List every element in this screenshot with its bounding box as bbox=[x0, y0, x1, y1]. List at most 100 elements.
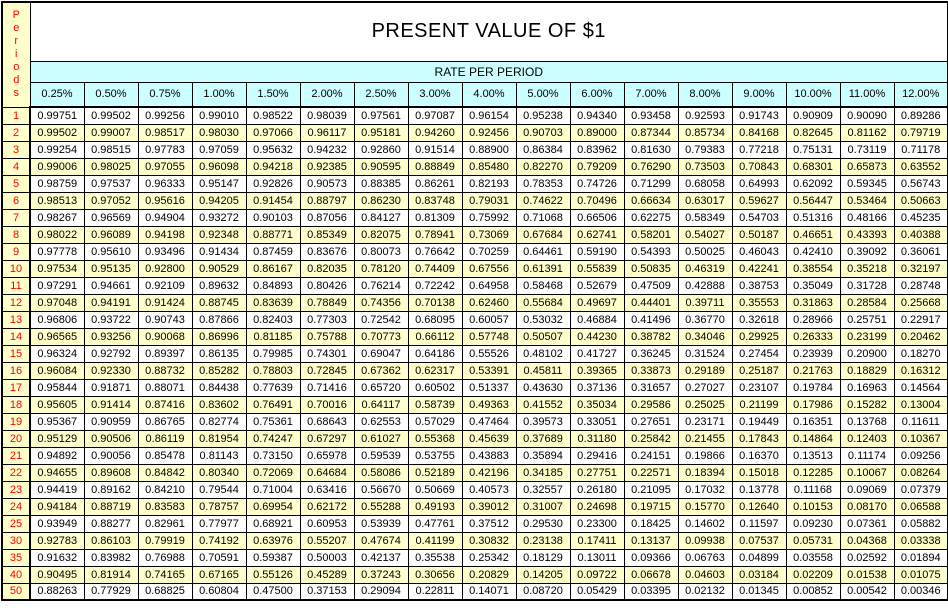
pv-factor-cell: 0.77977 bbox=[191, 514, 247, 533]
pv-factor-cell: 0.82270 bbox=[515, 157, 571, 176]
pv-factor-cell: 0.25025 bbox=[677, 395, 733, 414]
table-row: 15 0.96324 0.92792 0.89397 0.86135 0.79985 0.7… bbox=[1, 344, 948, 363]
period-row-header: 6 bbox=[1, 191, 31, 210]
pv-factor-cell: 0.88385 bbox=[353, 174, 409, 193]
period-row-header: 18 bbox=[1, 395, 31, 414]
rate-column-header: 1.50% bbox=[245, 81, 301, 108]
pv-factor-cell: 0.98022 bbox=[29, 225, 85, 244]
pv-factor-cell: 0.91871 bbox=[83, 378, 139, 397]
pv-factor-cell: 0.33051 bbox=[569, 412, 625, 431]
pv-factor-cell: 0.07361 bbox=[839, 514, 895, 533]
table-row: 40 0.90495 0.81914 0.74165 0.67165 0.55126 0.4… bbox=[1, 565, 948, 584]
pv-factor-cell: 0.88263 bbox=[29, 582, 85, 601]
pv-factor-cell: 0.00346 bbox=[893, 582, 948, 601]
pv-factor-cell: 0.13778 bbox=[731, 480, 787, 499]
pv-factor-cell: 0.74409 bbox=[407, 259, 463, 278]
pv-factor-cell: 0.43630 bbox=[515, 378, 571, 397]
pv-factor-cell: 0.15770 bbox=[677, 497, 733, 516]
pv-factor-cell: 0.23171 bbox=[677, 412, 733, 431]
pv-factor-cell: 0.01075 bbox=[893, 565, 948, 584]
period-row-header: 24 bbox=[1, 497, 31, 516]
pv-factor-cell: 0.57029 bbox=[407, 412, 463, 431]
pv-factor-cell: 0.97055 bbox=[137, 157, 193, 176]
pv-factor-cell: 0.45235 bbox=[893, 208, 948, 227]
pv-factor-cell: 0.17843 bbox=[731, 429, 787, 448]
pv-factor-cell: 0.84127 bbox=[353, 208, 409, 227]
pv-factor-cell: 0.94191 bbox=[83, 293, 139, 312]
pv-factor-cell: 0.35538 bbox=[407, 548, 463, 567]
pv-factor-cell: 0.02592 bbox=[839, 548, 895, 567]
pv-factor-cell: 0.01345 bbox=[731, 582, 787, 601]
pv-factor-cell: 0.37136 bbox=[569, 378, 625, 397]
pv-factor-cell: 0.09069 bbox=[839, 480, 895, 499]
pv-factor-cell: 0.96324 bbox=[29, 344, 85, 363]
pv-factor-cell: 0.55684 bbox=[515, 293, 571, 312]
pv-factor-cell: 0.17032 bbox=[677, 480, 733, 499]
period-row-header: 4 bbox=[1, 157, 31, 176]
table-row: 1 0.99751 0.99502 0.99256 0.99010 0.98522 0.98… bbox=[1, 106, 948, 125]
pv-factor-cell: 0.08170 bbox=[839, 497, 895, 516]
pv-factor-cell: 0.90595 bbox=[353, 157, 409, 176]
pv-factor-cell: 0.74301 bbox=[299, 344, 355, 363]
pv-factor-cell: 0.85478 bbox=[137, 446, 193, 465]
table-row: 14 0.96565 0.93256 0.90068 0.86996 0.81185 0.7… bbox=[1, 327, 948, 346]
pv-factor-cell: 0.27751 bbox=[569, 463, 625, 482]
pv-factor-cell: 0.87344 bbox=[623, 123, 679, 142]
pv-factor-cell: 0.58201 bbox=[623, 225, 679, 244]
pv-factor-cell: 0.64993 bbox=[731, 174, 787, 193]
pv-factor-cell: 0.47761 bbox=[407, 514, 463, 533]
pv-factor-cell: 0.78849 bbox=[299, 293, 355, 312]
pv-factor-cell: 0.79383 bbox=[677, 140, 733, 159]
pv-factor-cell: 0.06588 bbox=[893, 497, 948, 516]
pv-factor-cell: 0.83676 bbox=[299, 242, 355, 261]
pv-factor-cell: 0.94198 bbox=[137, 225, 193, 244]
pv-factor-cell: 0.22917 bbox=[893, 310, 948, 329]
pv-factor-cell: 0.78120 bbox=[353, 259, 409, 278]
pv-factor-cell: 0.36245 bbox=[623, 344, 679, 363]
pv-factor-cell: 0.73503 bbox=[677, 157, 733, 176]
pv-factor-cell: 0.89286 bbox=[893, 106, 948, 125]
table-row: 30 0.92783 0.86103 0.79919 0.74192 0.63976 0.5… bbox=[1, 531, 948, 550]
pv-factor-cell: 0.26180 bbox=[569, 480, 625, 499]
pv-factor-cell: 0.75361 bbox=[245, 412, 301, 431]
pv-factor-cell: 0.87866 bbox=[191, 310, 247, 329]
pv-factor-cell: 0.85734 bbox=[677, 123, 733, 142]
table-row: 35 0.91632 0.83982 0.76988 0.70591 0.59387 0.5… bbox=[1, 548, 948, 567]
pv-factor-cell: 0.14602 bbox=[677, 514, 733, 533]
pv-factor-cell: 0.16370 bbox=[731, 446, 787, 465]
pv-factor-cell: 0.92456 bbox=[461, 123, 517, 142]
pv-factor-cell: 0.13011 bbox=[569, 548, 625, 567]
rate-column-header: 4.00% bbox=[461, 81, 517, 108]
pv-factor-cell: 0.60953 bbox=[299, 514, 355, 533]
pv-factor-cell: 0.82075 bbox=[353, 225, 409, 244]
pv-factor-cell: 0.66506 bbox=[569, 208, 625, 227]
pv-factor-cell: 0.55126 bbox=[245, 565, 301, 584]
pv-factor-cell: 0.45811 bbox=[515, 361, 571, 380]
pv-factor-cell: 0.99502 bbox=[29, 123, 85, 142]
pv-factor-cell: 0.58349 bbox=[677, 208, 733, 227]
pv-factor-cell: 0.94904 bbox=[137, 208, 193, 227]
pv-factor-cell: 0.25342 bbox=[461, 548, 517, 567]
pv-factor-cell: 0.86384 bbox=[515, 140, 571, 159]
pv-factor-cell: 0.18270 bbox=[893, 344, 948, 363]
pv-factor-cell: 0.82193 bbox=[461, 174, 517, 193]
table-row: 24 0.94184 0.88719 0.83583 0.78757 0.69954 0.6… bbox=[1, 497, 948, 516]
pv-factor-cell: 0.97048 bbox=[29, 293, 85, 312]
pv-factor-cell: 0.64958 bbox=[461, 276, 517, 295]
pv-factor-cell: 0.74356 bbox=[353, 293, 409, 312]
pv-factor-cell: 0.79031 bbox=[461, 191, 517, 210]
pv-factor-cell: 0.01538 bbox=[839, 565, 895, 584]
pv-factor-cell: 0.92826 bbox=[245, 174, 301, 193]
pv-factor-cell: 0.71004 bbox=[245, 480, 301, 499]
pv-factor-cell: 0.84168 bbox=[731, 123, 787, 142]
pv-factor-cell: 0.17411 bbox=[569, 531, 625, 550]
pv-factor-cell: 0.86765 bbox=[137, 412, 193, 431]
pv-factor-cell: 0.72069 bbox=[245, 463, 301, 482]
pv-factor-cell: 0.77303 bbox=[299, 310, 355, 329]
pv-factor-cell: 0.98515 bbox=[83, 140, 139, 159]
pv-factor-cell: 0.30656 bbox=[407, 565, 463, 584]
pv-factor-cell: 0.45639 bbox=[461, 429, 517, 448]
pv-factor-cell: 0.96117 bbox=[299, 123, 355, 142]
pv-factor-cell: 0.86230 bbox=[353, 191, 409, 210]
pv-factor-cell: 0.28584 bbox=[839, 293, 895, 312]
